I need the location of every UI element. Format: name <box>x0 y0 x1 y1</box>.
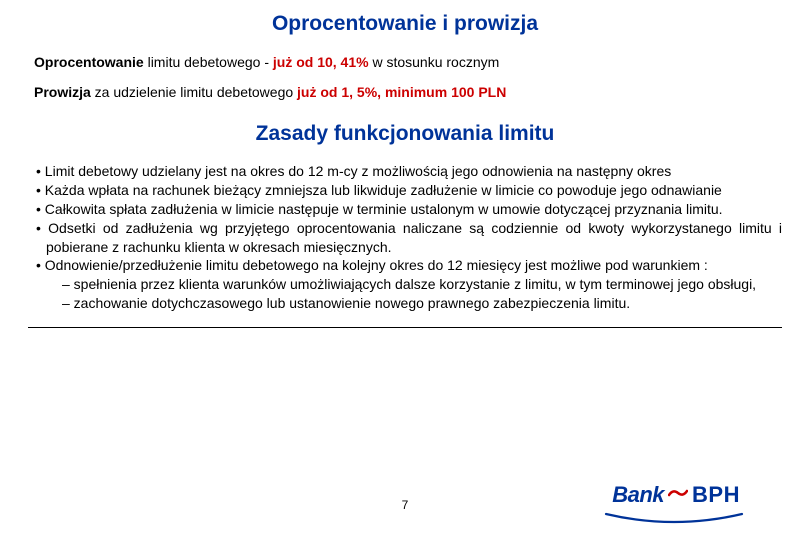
heading-interest: Oprocentowanie i prowizja <box>28 12 782 36</box>
interest-suffix: w stosunku rocznym <box>372 54 499 70</box>
bank-bph-logo: Bank BPH <box>612 482 740 508</box>
bullet-item: • Limit debetowy udzielany jest na okres… <box>28 162 782 181</box>
footer: 7 Bank BPH <box>0 488 810 528</box>
tilde-icon <box>668 486 688 500</box>
bullet-item: • Całkowita spłata zadłużenia w limicie … <box>28 200 782 219</box>
commission-prefix-bold: Prowizja <box>34 84 91 100</box>
heading-rules: Zasady funkcjonowania limitu <box>28 122 782 146</box>
commission-rate: już od 1, 5%, minimum 100 PLN <box>297 84 506 100</box>
divider <box>28 327 782 328</box>
commission-prefix-rest: za udzielenie limitu debetowego <box>91 84 297 100</box>
sub-bullet-item: – zachowanie dotychczasowego lub ustanow… <box>28 294 782 313</box>
bullet-item: • Odsetki od zadłużenia wg przyjętego op… <box>28 219 782 257</box>
logo-bank-text: Bank <box>612 482 664 508</box>
sub-bullet-item: – spełnienia przez klienta warunków umoż… <box>28 275 782 294</box>
bullet-item: • Każda wpłata na rachunek bieżący zmnie… <box>28 181 782 200</box>
interest-line: Oprocentowanie limitu debetowego - już o… <box>34 54 782 70</box>
logo-bph-text: BPH <box>692 482 740 508</box>
interest-rate: już od 10, 41% <box>273 54 373 70</box>
bullet-list: • Limit debetowy udzielany jest na okres… <box>28 162 782 313</box>
logo-arc-icon <box>604 512 744 526</box>
bullet-item: • Odnowienie/przedłużenie limitu debetow… <box>28 256 782 275</box>
interest-prefix-rest: limitu debetowego - <box>144 54 273 70</box>
interest-prefix-bold: Oprocentowanie <box>34 54 144 70</box>
commission-line: Prowizja za udzielenie limitu debetowego… <box>34 84 782 100</box>
